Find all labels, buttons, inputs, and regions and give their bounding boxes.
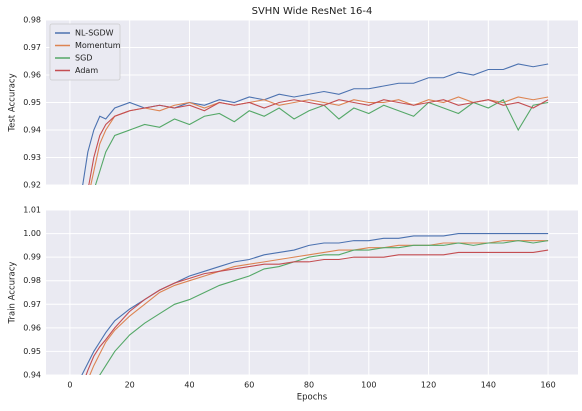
series-line [82, 63, 549, 185]
y-tick-label: 0.96 [23, 71, 41, 80]
legend-box [49, 23, 121, 81]
x-tick-label: 120 [421, 381, 436, 390]
x-tick-label: 0 [67, 381, 72, 390]
y-tick-label: 0.95 [23, 98, 41, 107]
y-tick-label: 0.97 [23, 300, 41, 309]
series-line [85, 249, 549, 375]
y-tick-label: 1.00 [23, 229, 41, 238]
series-line [89, 240, 549, 375]
x-tick-label: 60 [244, 381, 254, 390]
y-tick-label: 0.99 [23, 253, 41, 262]
y-tick-label: 0.93 [23, 153, 41, 162]
y-tick-label: 0.95 [23, 347, 41, 356]
x-tick-label: 20 [125, 381, 135, 390]
x-tick-label: 80 [304, 381, 314, 390]
x-tick-label: 100 [361, 381, 376, 390]
legend-label: Momentum [75, 41, 121, 50]
plot-lines [82, 63, 549, 185]
series-line [81, 233, 549, 375]
y-tick-label: 0.94 [23, 126, 41, 135]
y-tick-label: 0.97 [23, 43, 41, 52]
plot-area [46, 210, 578, 375]
chart-title: SVHN Wide ResNet 16-4 [252, 6, 373, 17]
legend-label: Adam [75, 66, 98, 75]
legend-label: SGD [75, 54, 92, 63]
y-axis-label: Train Accuracy [8, 262, 18, 325]
plot-lines [81, 233, 549, 375]
y-tick-label: 0.94 [23, 371, 41, 380]
x-axis-label: Epochs [297, 393, 328, 403]
x-tick-label: 160 [540, 381, 555, 390]
legend-label: NL-SGDW [75, 29, 114, 38]
series-line [88, 99, 549, 185]
x-tick-label: 40 [184, 381, 194, 390]
y-tick-label: 1.01 [23, 206, 41, 215]
y-tick-label: 0.98 [23, 16, 41, 25]
y-axis-label: Test Accuracy [8, 73, 18, 132]
y-tick-label: 0.98 [23, 276, 41, 285]
series-line [94, 98, 549, 185]
y-tick-label: 0.92 [23, 181, 41, 190]
x-tick-label: 140 [481, 381, 496, 390]
y-tick-label: 0.96 [23, 323, 41, 332]
